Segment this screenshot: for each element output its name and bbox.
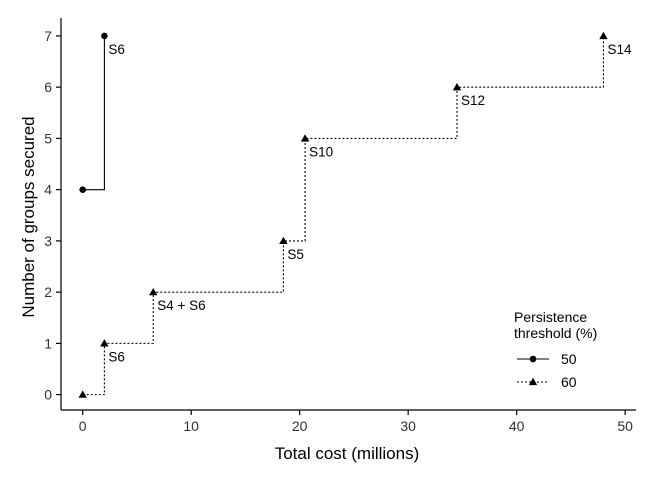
y-tick-label: 0 <box>44 387 52 403</box>
series-50-line <box>82 35 105 191</box>
series-50-point <box>79 186 86 193</box>
legend-label: 60 <box>561 374 577 390</box>
legend-key-marker <box>528 377 538 386</box>
y-tick-label: 7 <box>44 28 52 44</box>
y-tick-label: 4 <box>44 182 52 198</box>
y-tick-label: 5 <box>44 130 52 146</box>
x-tick-label: 30 <box>400 418 416 434</box>
y-tick-label: 3 <box>44 233 52 249</box>
series-60-point <box>149 287 158 296</box>
point-label: S4 + S6 <box>157 298 205 313</box>
y-tick-label: 1 <box>44 335 52 351</box>
legend-key-marker <box>529 355 537 363</box>
point-label: S10 <box>309 144 333 159</box>
x-tick-label: 10 <box>183 418 199 434</box>
point-label: S6 <box>108 349 125 364</box>
series-60-point <box>452 82 462 91</box>
y-axis-title: Number of groups secured <box>19 116 38 317</box>
x-tick-label: 20 <box>292 418 308 434</box>
series-60-point <box>78 390 87 398</box>
point-label: S5 <box>287 247 304 262</box>
y-tick-label: 6 <box>44 79 52 95</box>
x-tick-label: 50 <box>617 418 633 434</box>
series-60-point <box>300 134 310 142</box>
legend-label: 50 <box>561 351 577 367</box>
legend-title: Persistence <box>514 309 587 325</box>
axes: 0 10 20 30 40 50 0 1 2 3 4 5 6 7 <box>44 18 636 434</box>
series-60-point <box>279 236 288 245</box>
point-label: S6 <box>108 42 125 57</box>
series-50-point <box>101 32 108 40</box>
series-60-point <box>100 339 109 347</box>
point-label: S12 <box>461 93 485 108</box>
y-tick-label: 2 <box>44 284 52 300</box>
x-axis-title: Total cost (millions) <box>275 444 420 463</box>
series-60-point <box>599 31 608 40</box>
legend-title: threshold (%) <box>514 325 597 341</box>
annotations: S6 S6 S4 + S6 S5 S10 S12 S14 <box>108 42 632 364</box>
x-tick-label: 0 <box>79 418 87 434</box>
x-tick-label: 40 <box>509 418 525 434</box>
point-label: S14 <box>607 42 632 57</box>
series-layer <box>78 31 608 398</box>
